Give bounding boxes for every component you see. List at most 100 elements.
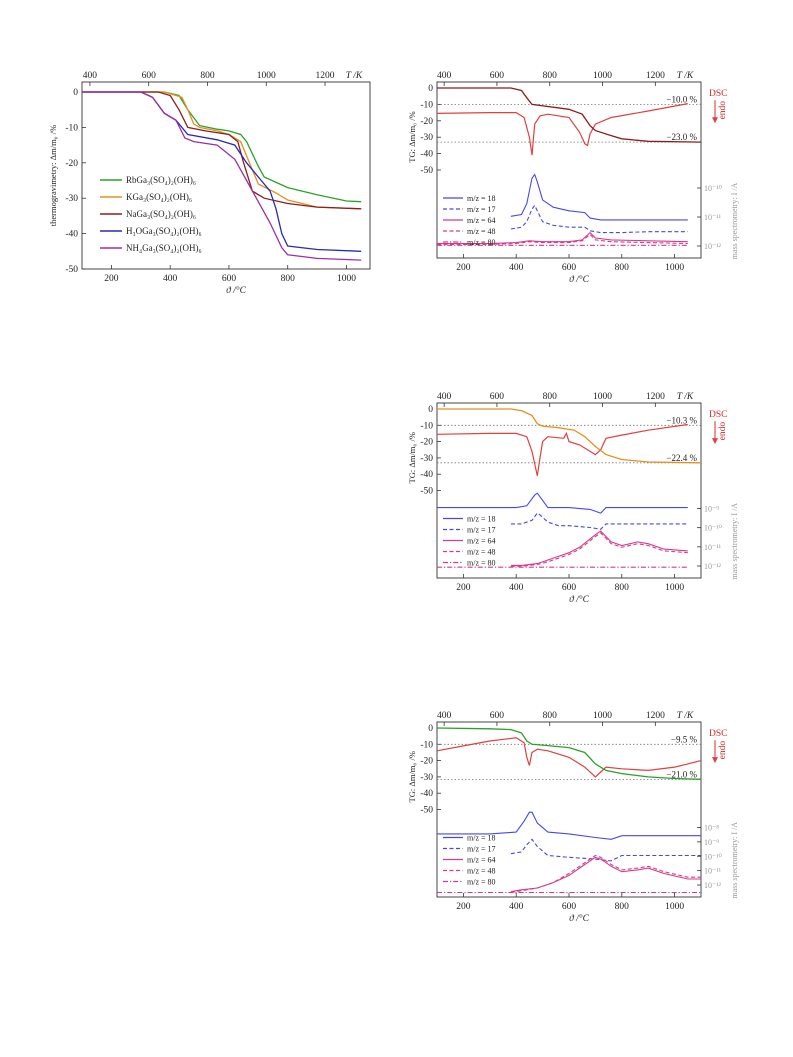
x-axis-label: ϑ /°C bbox=[569, 913, 589, 924]
y-tick-label: -40 bbox=[420, 150, 433, 160]
y-tick-label: -30 bbox=[420, 133, 433, 143]
legend-label: KGa₃(SO₄)₂(OH)₆ bbox=[126, 192, 192, 202]
ms-axis-label: mass spectrometry: I /A bbox=[730, 182, 739, 259]
tg-series-line bbox=[82, 91, 362, 203]
y-tick-label: -50 bbox=[420, 487, 433, 497]
ms-legend-label: m/z = 80 bbox=[467, 559, 496, 568]
top-axis-label: T /K bbox=[677, 392, 694, 402]
top-tick-label: 600 bbox=[142, 71, 157, 81]
ms-legend-label: m/z = 17 bbox=[467, 845, 496, 854]
ms-trace bbox=[510, 530, 688, 566]
x-axis-label: ϑ /°C bbox=[226, 285, 246, 296]
endo-label: endo bbox=[718, 741, 728, 760]
x-axis-label: ϑ /°C bbox=[569, 594, 589, 605]
mass-loss-annotation: −23.0 % bbox=[666, 132, 697, 142]
ms-trace bbox=[437, 233, 688, 245]
y-tick-label: -40 bbox=[65, 230, 78, 240]
ms-trace bbox=[510, 856, 701, 893]
ms-legend-label: m/z = 17 bbox=[467, 526, 496, 535]
dsc-label: DSC bbox=[709, 410, 727, 420]
x-axis-label: ϑ /°C bbox=[569, 274, 589, 285]
x-tick-label: 200 bbox=[456, 902, 471, 912]
y-tick-label: -50 bbox=[420, 166, 433, 176]
ms-legend-label: m/z = 18 bbox=[467, 194, 496, 203]
x-tick-label: 400 bbox=[509, 583, 524, 593]
top-axis-label: T /K bbox=[346, 71, 363, 81]
ms-trace bbox=[510, 532, 688, 567]
top-axis-label: T /K bbox=[677, 711, 694, 721]
ms-trace bbox=[510, 204, 688, 234]
endo-label: endo bbox=[718, 422, 728, 441]
y-tick-label: -40 bbox=[420, 789, 433, 799]
ms-tick-label: 10⁻¹¹ bbox=[704, 543, 722, 552]
tg-series-line bbox=[82, 91, 362, 252]
x-tick-label: 400 bbox=[163, 274, 178, 284]
y-tick-label: -30 bbox=[420, 773, 433, 783]
ms-legend-label: m/z = 48 bbox=[467, 548, 496, 557]
top-axis-label: T /K bbox=[677, 71, 694, 81]
top-tick-label: 400 bbox=[437, 392, 452, 402]
ms-trace bbox=[437, 811, 701, 840]
dsc-curve bbox=[436, 103, 688, 156]
y-tick-label: -40 bbox=[420, 470, 433, 480]
y-tick-label: -20 bbox=[65, 159, 78, 169]
y-tick-label: -20 bbox=[420, 117, 433, 127]
tg-curve bbox=[436, 727, 702, 780]
ms-tick-label: 10⁻¹² bbox=[704, 562, 722, 571]
ms-tick-label: 10⁻¹⁰ bbox=[704, 184, 722, 193]
mass-loss-annotation: −22.4 % bbox=[666, 453, 697, 463]
x-tick-label: 200 bbox=[104, 274, 119, 284]
ms-tick-label: 10⁻¹² bbox=[704, 881, 722, 890]
y-tick-label: -20 bbox=[420, 757, 433, 767]
y-tick-label: 0 bbox=[428, 405, 433, 415]
top-tick-label: 800 bbox=[543, 711, 558, 721]
chart-tg-dsc-ms-1: 200 400 600 800 1000 400 600 800 1000 1200 T /K ϑ /… bbox=[407, 71, 739, 285]
y-tick-label: -50 bbox=[420, 806, 433, 816]
y-tick-label: -30 bbox=[420, 454, 433, 464]
x-tick-label: 600 bbox=[562, 902, 577, 912]
x-tick-label: 800 bbox=[615, 263, 630, 273]
legend-label: NaGa₃(SO₄)₂(OH)₆ bbox=[126, 209, 196, 219]
y-tick-label: -30 bbox=[65, 194, 78, 204]
endo-arrowhead bbox=[712, 117, 718, 124]
x-tick-label: 200 bbox=[456, 583, 471, 593]
endo-arrowhead bbox=[712, 757, 718, 764]
top-tick-label: 1000 bbox=[257, 71, 276, 81]
y-axis-label: TG: Δm/m₀ /% bbox=[407, 111, 417, 162]
legend-label: NH₄Ga₃(SO₄)₂(OH)₆ bbox=[126, 243, 202, 253]
ms-axis-label: mass spectrometry: I /A bbox=[730, 822, 739, 899]
y-tick-label: -10 bbox=[420, 740, 433, 750]
ms-legend-label: m/z = 80 bbox=[467, 878, 496, 887]
top-tick-label: 400 bbox=[83, 71, 98, 81]
mass-loss-annotation: −10.3 % bbox=[666, 415, 697, 425]
y-tick-label: 0 bbox=[73, 88, 78, 98]
top-tick-label: 400 bbox=[437, 71, 452, 81]
ms-legend-label: m/z = 18 bbox=[467, 515, 496, 524]
ms-trace bbox=[510, 838, 701, 862]
ms-tick-label: 10⁻¹⁰ bbox=[704, 524, 722, 533]
ms-trace bbox=[510, 854, 701, 894]
top-tick-label: 1200 bbox=[646, 392, 665, 402]
top-tick-label: 800 bbox=[200, 71, 215, 81]
ms-legend-label: m/z = 48 bbox=[467, 867, 496, 876]
y-tick-label: -10 bbox=[65, 123, 78, 133]
x-tick-label: 800 bbox=[281, 274, 296, 284]
x-tick-label: 800 bbox=[615, 583, 630, 593]
ms-tick-label: 10⁻⁹ bbox=[704, 838, 719, 847]
mass-loss-annotation: −9.5 % bbox=[671, 734, 698, 744]
ms-tick-label: 10⁻¹¹ bbox=[704, 213, 722, 222]
y-tick-label: -20 bbox=[420, 438, 433, 448]
x-tick-label: 1000 bbox=[665, 583, 684, 593]
x-tick-label: 1000 bbox=[665, 902, 684, 912]
ms-legend-label: m/z = 17 bbox=[467, 205, 496, 214]
x-tick-label: 800 bbox=[615, 902, 630, 912]
tg-series-line bbox=[82, 91, 362, 210]
top-tick-label: 1000 bbox=[593, 392, 612, 402]
ms-tick-label: 10⁻¹⁰ bbox=[704, 852, 722, 861]
y-tick-label: 0 bbox=[428, 84, 433, 94]
top-tick-label: 800 bbox=[543, 71, 558, 81]
dsc-curve bbox=[436, 423, 688, 476]
endo-label: endo bbox=[718, 101, 728, 120]
x-tick-label: 400 bbox=[509, 263, 524, 273]
y-axis-label: TG: Δm/m₀ /% bbox=[407, 751, 417, 802]
